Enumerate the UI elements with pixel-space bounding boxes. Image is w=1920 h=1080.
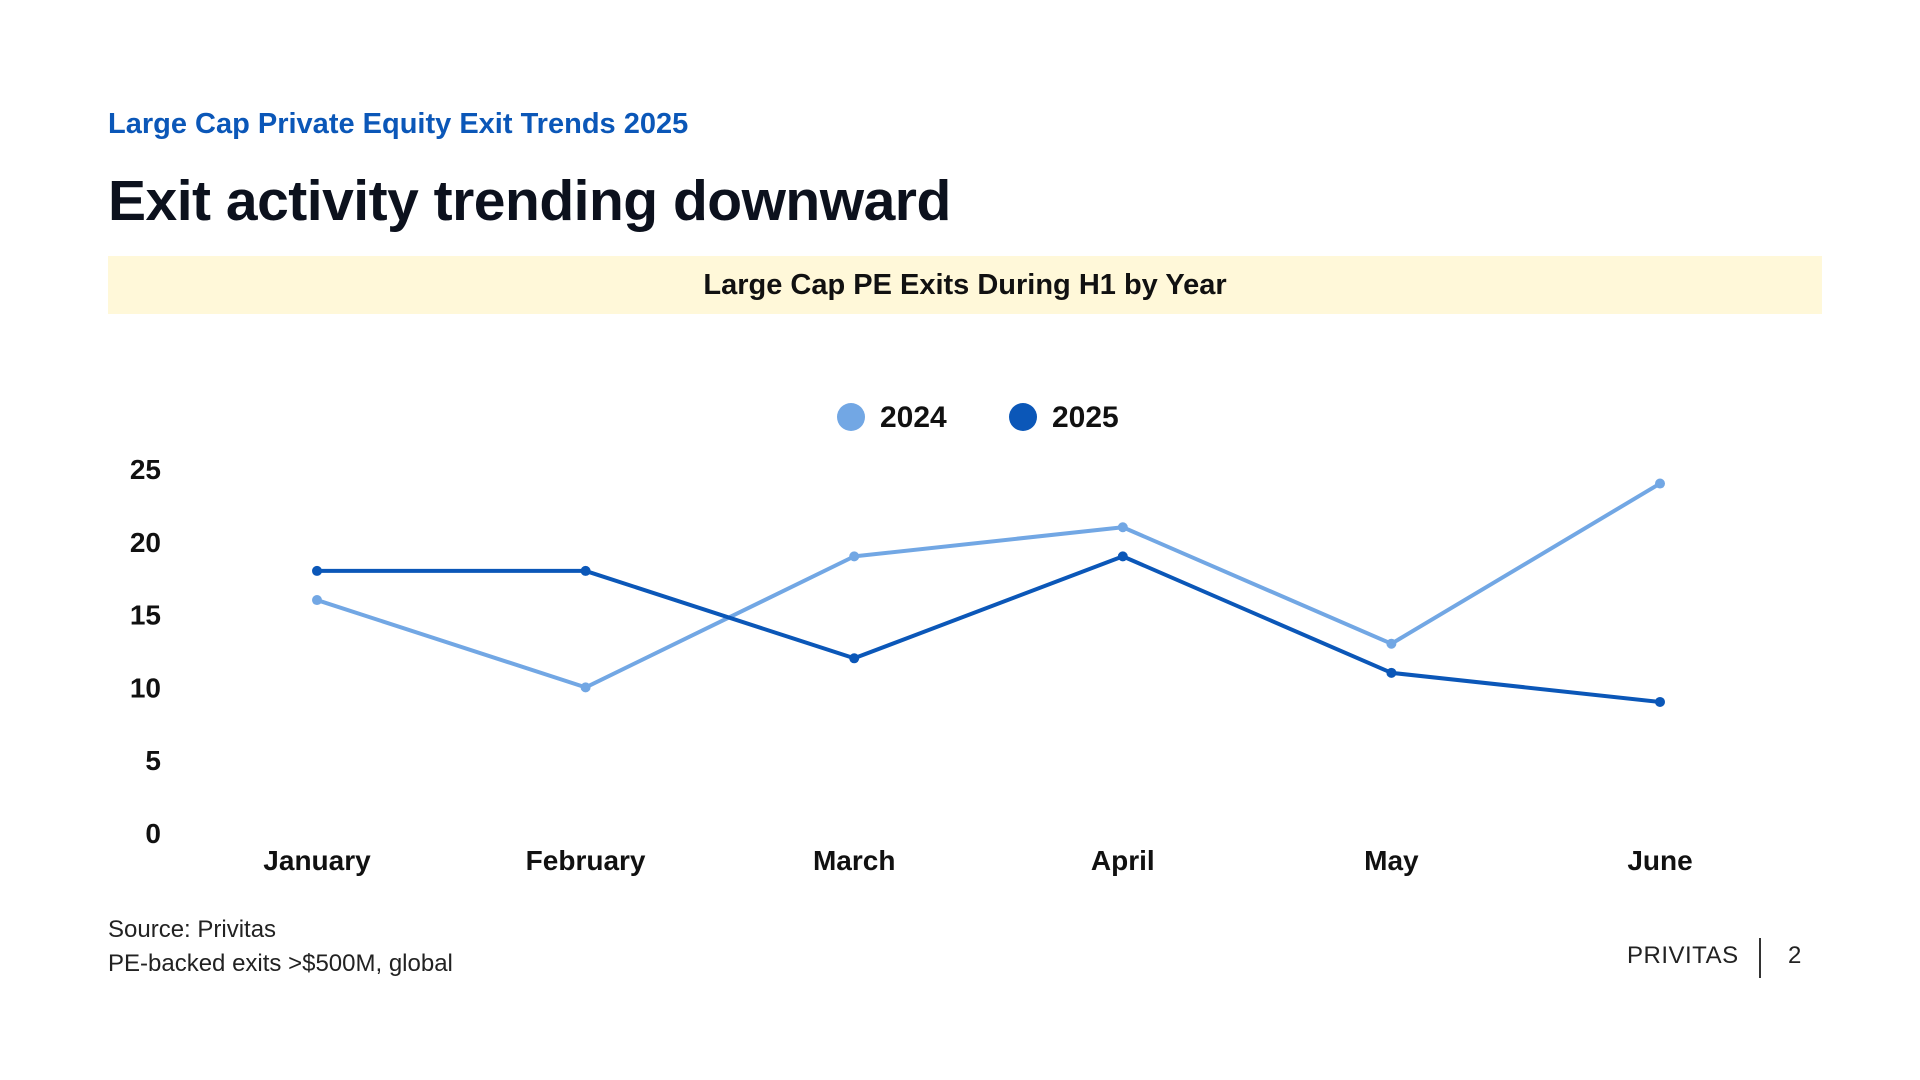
y-tick-label-25: 25 xyxy=(130,454,161,485)
slide-eyebrow: Large Cap Private Equity Exit Trends 202… xyxy=(108,108,689,140)
data-point-2024-march xyxy=(849,551,860,562)
slide-headline: Exit activity trending downward xyxy=(108,169,951,233)
data-point-2025-february xyxy=(580,565,591,576)
data-point-2025-january xyxy=(312,565,322,576)
data-point-2024-may xyxy=(1386,638,1397,649)
y-tick-label-20: 20 xyxy=(130,527,161,558)
legend-label-2024: 2024 xyxy=(880,401,947,434)
legend-marker-2025 xyxy=(1009,403,1037,431)
x-tick-label-march: March xyxy=(813,845,895,876)
brand-name: PRIVITAS xyxy=(1627,942,1739,969)
data-point-2024-april xyxy=(1117,522,1128,533)
x-tick-label-may: May xyxy=(1364,845,1419,876)
y-tick-label-10: 10 xyxy=(130,672,161,703)
scope-line: PE-backed exits >$500M, global xyxy=(108,950,453,977)
data-point-2024-january xyxy=(312,595,322,606)
data-point-2025-may xyxy=(1386,667,1397,678)
series-line-2025 xyxy=(315,554,1662,704)
data-point-2025-march xyxy=(849,653,860,664)
page-number: 2 xyxy=(1788,942,1802,969)
y-tick-label-15: 15 xyxy=(130,600,161,631)
x-tick-label-april: April xyxy=(1091,845,1155,876)
data-point-2024-february xyxy=(580,682,591,693)
x-tick-label-january: January xyxy=(263,845,371,876)
data-point-2024-june xyxy=(1655,478,1665,489)
y-tick-label-0: 0 xyxy=(145,818,161,849)
y-tick-label-5: 5 xyxy=(145,745,161,776)
x-tick-label-june: June xyxy=(1627,845,1692,876)
series-line-2024 xyxy=(315,481,1662,690)
x-tick-label-february: February xyxy=(526,845,646,876)
chart-title: Large Cap PE Exits During H1 by Year xyxy=(703,268,1227,301)
source-line: Source: Privitas xyxy=(108,916,277,943)
legend-label-2025: 2025 xyxy=(1052,401,1119,434)
footer-divider xyxy=(1759,938,1761,978)
chart-title-banner: Large Cap PE Exits During H1 by Year xyxy=(108,256,1822,314)
legend-marker-2024 xyxy=(837,403,865,431)
source-note: Source: Privitas PE-backed exits >$500M,… xyxy=(108,913,453,981)
data-point-2025-april xyxy=(1117,551,1128,562)
data-point-2025-june xyxy=(1655,696,1665,707)
